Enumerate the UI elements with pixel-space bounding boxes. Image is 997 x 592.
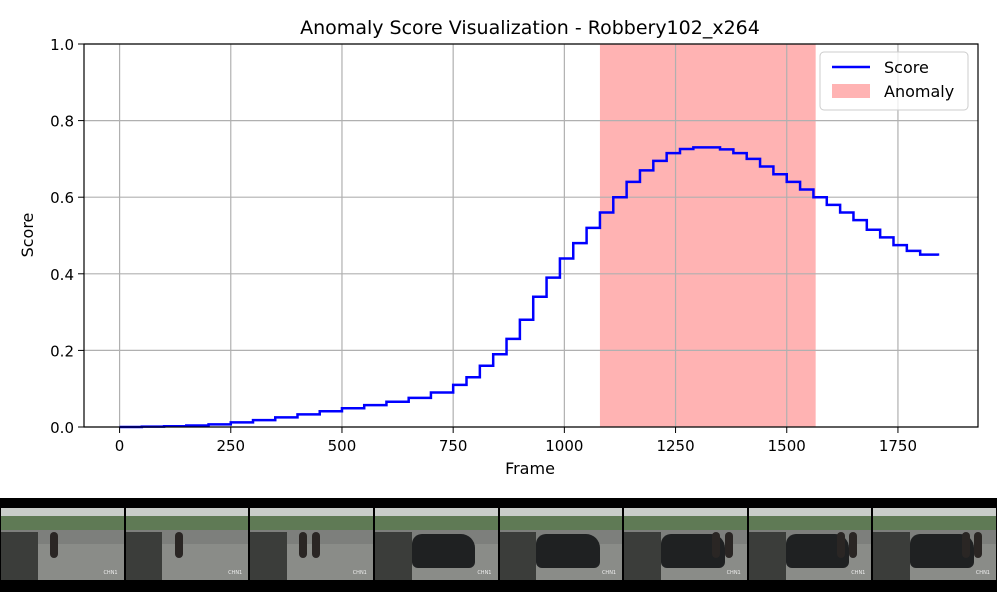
y-axis: 0.0 0.2 0.4 0.6 0.8 1.0	[50, 36, 84, 437]
frame-shadow	[873, 532, 911, 580]
anomaly-region	[599, 44, 816, 427]
video-frame-thumbnail: CHN1	[374, 508, 498, 580]
chart: Anomaly Score Visualization - Robbery102…	[18, 17, 979, 478]
frame-person	[973, 532, 982, 558]
legend-score-label: Score	[884, 58, 929, 77]
frame-hedge	[374, 516, 498, 530]
frame-person	[712, 532, 721, 558]
frame-person	[724, 532, 733, 558]
frame-shadow	[1, 532, 38, 580]
video-frame-strip: CHN1 CHN1 CHN1 CHN1 CHN1 CHN1 CHN1 CHN1	[0, 498, 997, 592]
chart-title: Anomaly Score Visualization - Robbery102…	[300, 17, 760, 39]
series-layer	[119, 146, 940, 429]
video-frame-thumbnail: CHN1	[624, 508, 747, 580]
legend-anomaly-label: Anomaly	[884, 82, 954, 101]
frame-channel-tag: CHN1	[975, 570, 990, 576]
x-axis-label: Frame	[505, 459, 555, 478]
frame-shadow	[624, 532, 661, 580]
video-frame-thumbnail: CHN1	[499, 508, 623, 580]
frame-car	[536, 534, 601, 568]
frame-shadow	[499, 532, 537, 580]
x-tick-label: 250	[216, 437, 245, 455]
legend-anomaly-swatch	[832, 84, 870, 98]
frame-channel-tag: CHN1	[352, 570, 367, 576]
frame-person	[50, 532, 59, 558]
frame-shadow	[374, 532, 412, 580]
video-frame-thumbnail: CHN1	[125, 508, 249, 580]
frame-person	[174, 532, 183, 558]
frame-shadow	[125, 532, 163, 580]
frame-channel-tag: CHN1	[601, 570, 617, 576]
frame-person	[961, 532, 970, 558]
legend: Score Anomaly	[819, 51, 969, 111]
frame-shadow	[748, 532, 786, 580]
frame-channel-tag: CHN1	[477, 570, 492, 576]
frame-car	[411, 534, 476, 568]
frame-channel-tag: CHN1	[726, 570, 741, 576]
frame-channel-tag: CHN1	[103, 570, 118, 576]
x-axis: 0 250 500 750 1000 1250 1500 1750	[115, 427, 917, 455]
video-frame-thumbnail: CHN1	[250, 508, 373, 580]
y-tick-label: 0.0	[50, 419, 74, 437]
x-tick-label: 0	[115, 437, 125, 455]
frame-hedge	[748, 516, 872, 530]
y-tick-label: 1.0	[50, 36, 74, 54]
frame-hedge	[499, 516, 623, 530]
anomaly-region-layer	[599, 44, 816, 427]
x-tick-label: 500	[328, 437, 357, 455]
y-tick-label: 0.8	[50, 113, 74, 131]
x-tick-label: 1750	[879, 437, 917, 455]
y-axis-label: Score	[18, 213, 37, 258]
frame-shadow	[250, 532, 288, 580]
frame-channel-tag: CHN1	[228, 570, 243, 576]
frame-person	[299, 532, 308, 558]
video-frame-thumbnail: CHN1	[748, 508, 872, 580]
x-tick-label: 1250	[656, 437, 694, 455]
frame-person	[311, 532, 320, 558]
frame-person	[849, 532, 858, 558]
frame-hedge	[125, 516, 249, 530]
frame-channel-tag: CHN1	[851, 570, 866, 576]
y-tick-label: 0.2	[50, 342, 74, 360]
video-frame-thumbnail: CHN1	[1, 508, 124, 580]
score-series-line	[119, 146, 940, 429]
x-tick-label: 1000	[545, 437, 583, 455]
frame-person	[837, 532, 846, 558]
x-tick-label: 750	[439, 437, 468, 455]
frame-hedge	[250, 516, 373, 530]
frame-hedge	[1, 516, 124, 530]
x-tick-label: 1500	[768, 437, 806, 455]
video-frame-thumbnail: CHN1	[873, 508, 996, 580]
frame-hedge	[624, 516, 747, 530]
frame-hedge	[873, 516, 996, 530]
y-tick-label: 0.4	[50, 266, 74, 284]
y-tick-label: 0.6	[50, 189, 74, 207]
plot-frame	[83, 43, 979, 428]
